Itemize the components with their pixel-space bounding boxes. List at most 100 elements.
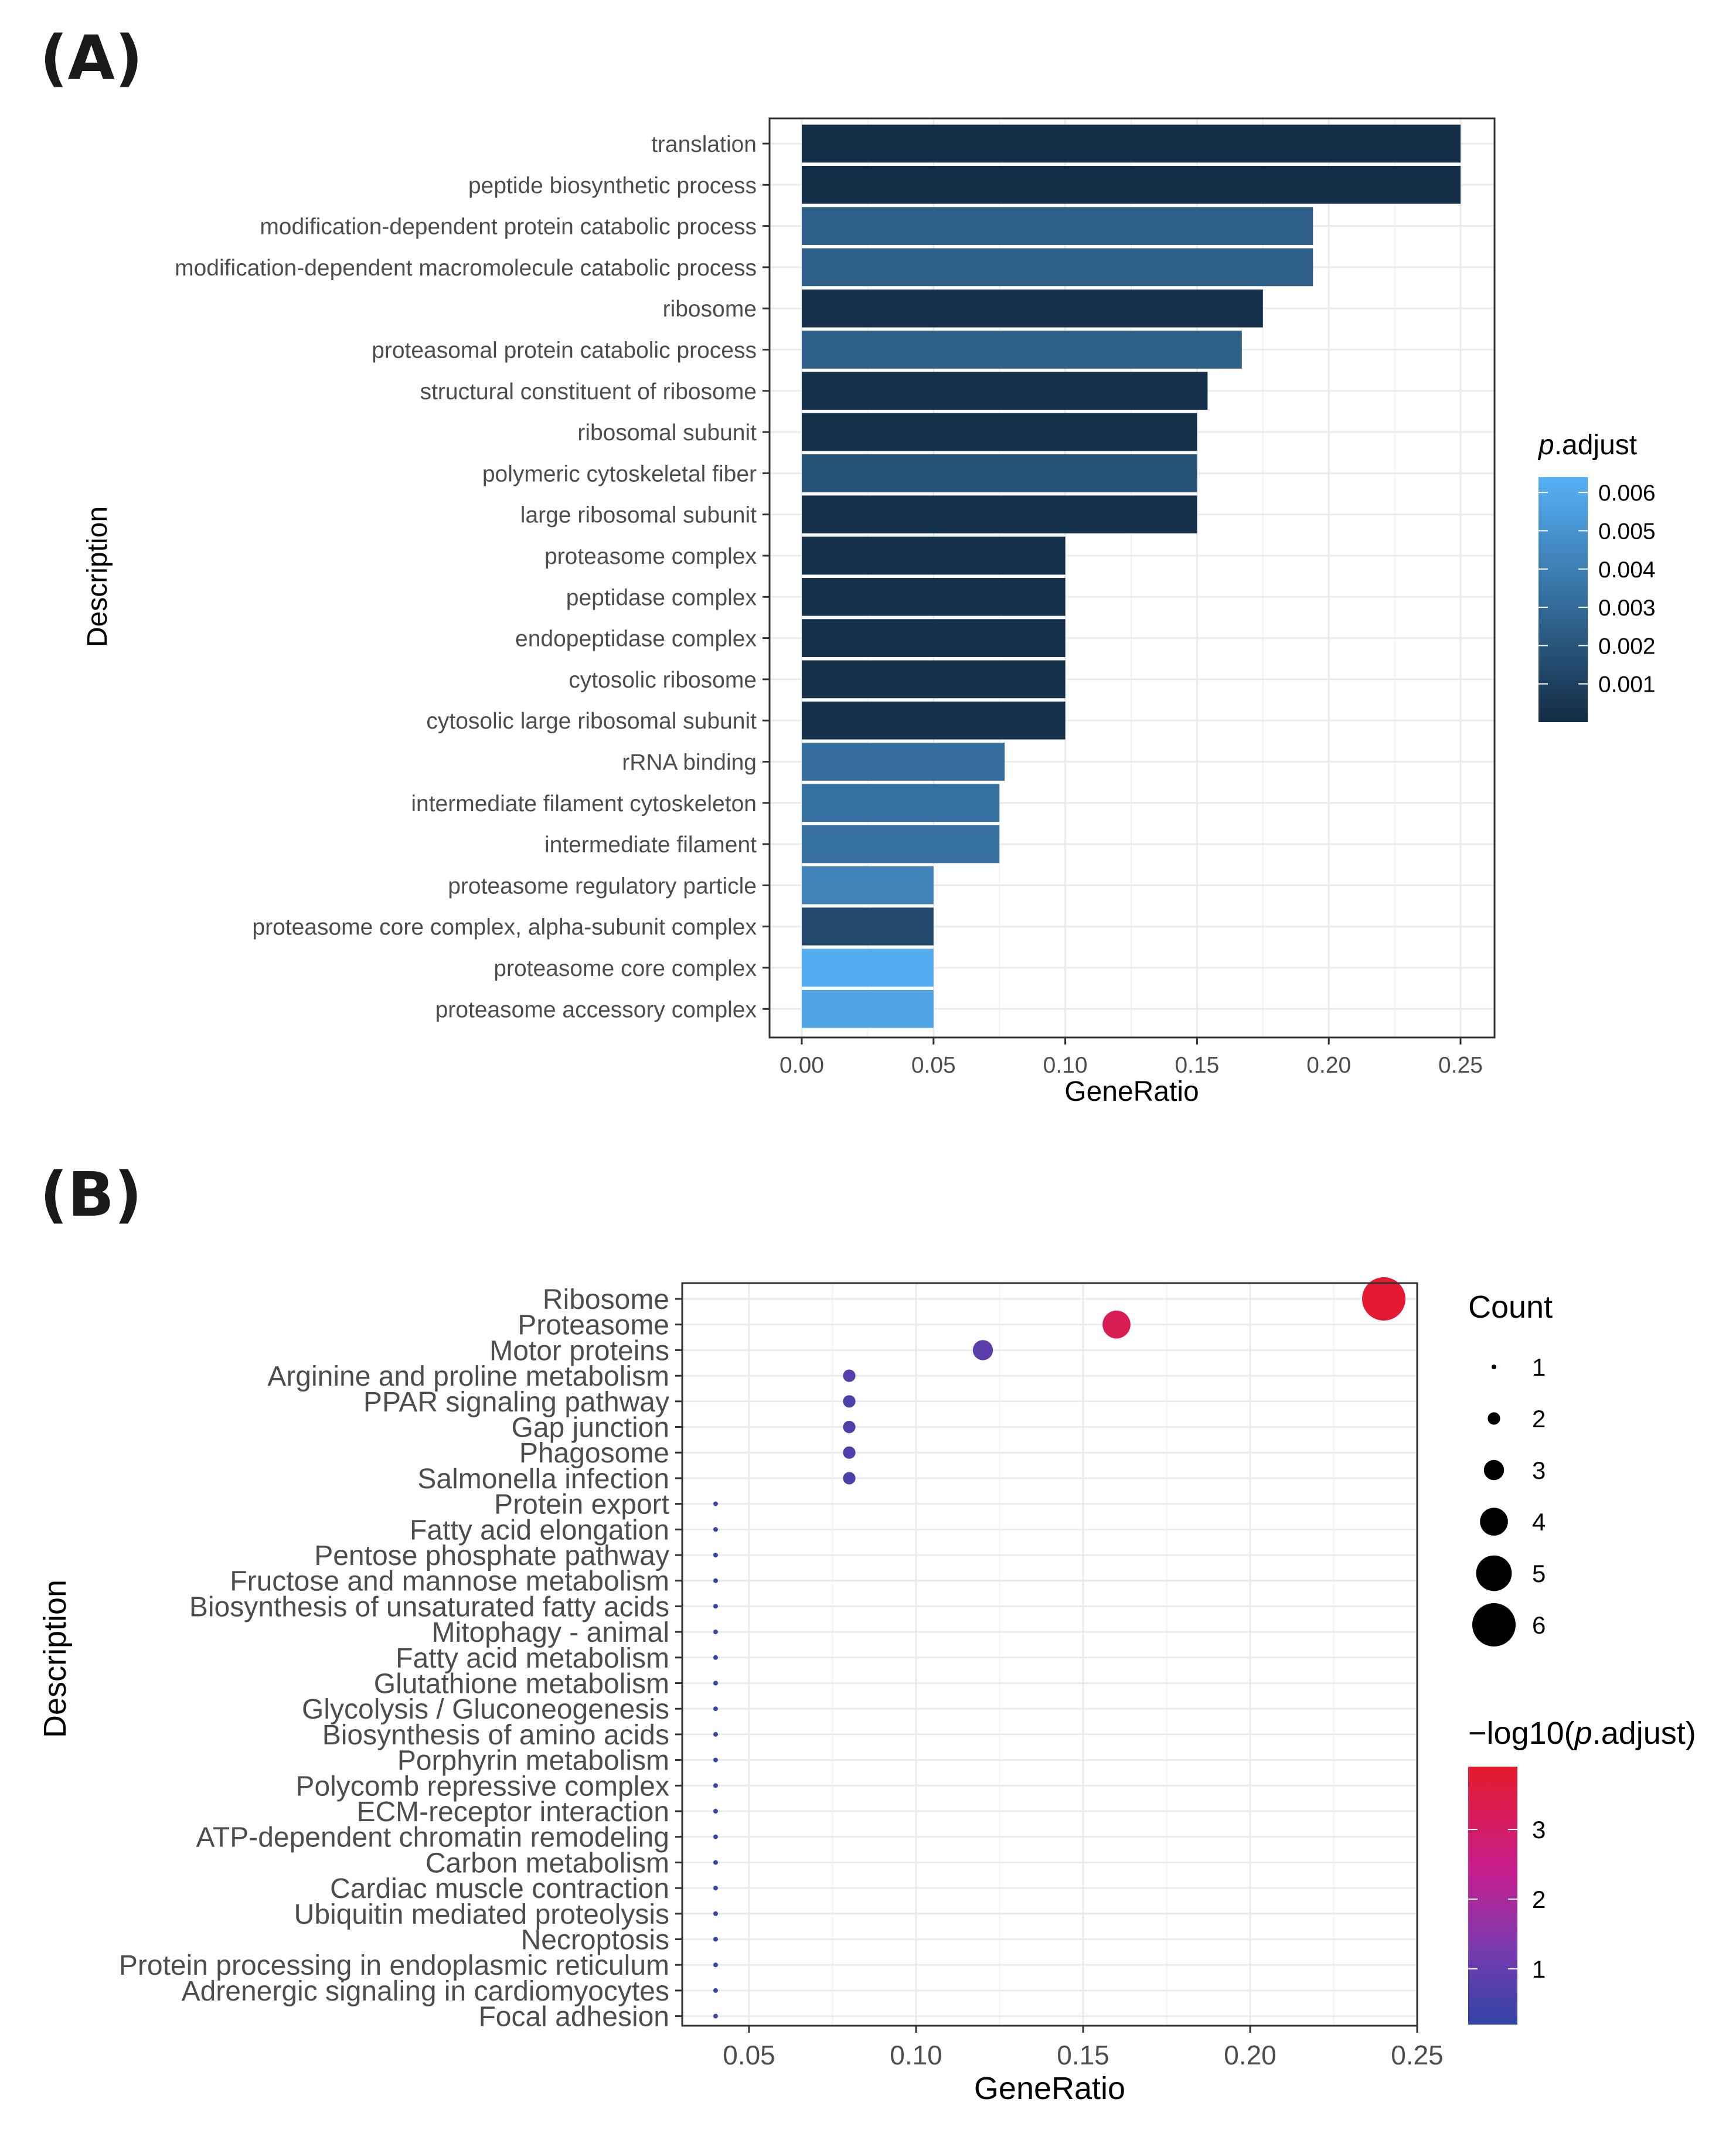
panel-a-category-label: large ribosomal subunit bbox=[520, 503, 757, 528]
panel-a-legend: p.adjust 0.006 0.005 0.004 0.003 0.002 0.001 bbox=[1537, 430, 1656, 722]
panel-b-point bbox=[713, 1988, 718, 1993]
panel-b-category-label: Fructose and mannose metabolism bbox=[230, 1566, 669, 1597]
panel-b-size-legend-items: 1 2 3 4 5 6 bbox=[1472, 1353, 1546, 1646]
panel-b-size-legend-dot bbox=[1487, 1412, 1500, 1425]
panel-a-bar bbox=[802, 372, 1208, 410]
panel-b-category-label: Porphyrin metabolism bbox=[397, 1746, 669, 1777]
panel-b-point bbox=[1362, 1277, 1405, 1321]
panel-b-size-legend-label: 5 bbox=[1532, 1560, 1546, 1587]
panel-b-size-legend-dot bbox=[1476, 1555, 1512, 1591]
panel-b-point bbox=[972, 1340, 993, 1360]
panel-a-bar bbox=[802, 989, 934, 1028]
panel-b-points bbox=[713, 1277, 1405, 2019]
panel-a-bar bbox=[802, 289, 1263, 328]
panel-b-point bbox=[713, 1731, 718, 1737]
panel-a-category-label: peptide biosynthetic process bbox=[468, 173, 757, 198]
panel-b-category-label: Arginine and proline metabolism bbox=[267, 1361, 669, 1392]
panel-b-category-label: Gap junction bbox=[511, 1413, 669, 1444]
panel-a-category-label: proteasome core complex, alpha-subunit c… bbox=[252, 915, 757, 940]
panel-a-x-tick-label: 0.05 bbox=[911, 1053, 956, 1078]
panel-b-color-legend-title-italic: p bbox=[1574, 1716, 1592, 1751]
panel-a-bars bbox=[802, 124, 1461, 1028]
panel-a-legend-title-rest: .adjust bbox=[1554, 430, 1637, 461]
panel-b-point bbox=[713, 1578, 718, 1583]
panel-a-bar bbox=[802, 743, 1005, 781]
panel-b-category-label: Fatty acid metabolism bbox=[396, 1643, 669, 1674]
panel-a-category-label: structural constituent of ribosome bbox=[420, 379, 757, 404]
panel-b-point bbox=[713, 1783, 718, 1788]
panel-a-category-label: intermediate filament bbox=[544, 832, 757, 858]
panel-a-category-label: peptidase complex bbox=[566, 585, 757, 610]
panel-b-point bbox=[843, 1472, 856, 1485]
panel-b-category-label: Polycomb repressive complex bbox=[295, 1771, 669, 1802]
panel-a-x-ticks: 0.00 0.05 0.10 0.15 0.20 0.25 bbox=[780, 1037, 1483, 1078]
panel-b-point bbox=[1102, 1310, 1131, 1339]
panel-a-category-label: proteasomal protein catabolic process bbox=[372, 338, 757, 363]
panel-a-category-label: polymeric cytoskeletal fiber bbox=[482, 461, 757, 487]
panel-b-point bbox=[843, 1420, 856, 1434]
panel-b-category-label: Necroptosis bbox=[521, 1925, 669, 1956]
panel-a-colorbar-tick-label: 0.004 bbox=[1598, 557, 1656, 583]
panel-b-x-tick-label: 0.25 bbox=[1391, 2040, 1444, 2070]
panel-b-color-legend-title-prefix: −log10( bbox=[1468, 1716, 1575, 1751]
panel-b-color-legend: −log10(p.adjust) 3 2 1 bbox=[1468, 1716, 1696, 2025]
panel-b-colorbar-tick-label: 2 bbox=[1532, 1886, 1546, 1913]
panel-b-size-legend-label: 6 bbox=[1532, 1611, 1546, 1639]
panel-b-point bbox=[843, 1446, 856, 1459]
panel-a-y-axis-title: Description bbox=[82, 506, 113, 647]
panel-b-point bbox=[713, 1809, 718, 1814]
panel-b-colorbar-ticks: 3 2 1 bbox=[1468, 1816, 1546, 1983]
panel-b-x-axis-title: GeneRatio bbox=[974, 2071, 1125, 2106]
panel-b-category-label: PPAR signaling pathway bbox=[363, 1387, 669, 1418]
panel-b-colorbar bbox=[1468, 1767, 1517, 2025]
panel-a-bar bbox=[802, 577, 1066, 616]
panel-a-colorbar-tick-label: 0.001 bbox=[1598, 672, 1656, 698]
panel-a-category-label: cytosolic ribosome bbox=[569, 668, 757, 693]
panel-b-x-tick-label: 0.05 bbox=[723, 2040, 775, 2070]
panel-b-size-legend-label: 2 bbox=[1532, 1405, 1546, 1433]
panel-a-category-label: proteasome regulatory particle bbox=[448, 873, 757, 899]
panel-a-bar bbox=[802, 124, 1461, 163]
panel-a-x-tick-label: 0.10 bbox=[1043, 1053, 1088, 1078]
panel-a: (A) translation peptide biosynthetic proc… bbox=[40, 22, 1656, 1107]
panel-b-point bbox=[843, 1395, 856, 1408]
panel-b-category-label: Pentose phosphate pathway bbox=[314, 1540, 669, 1571]
panel-a-bar bbox=[802, 536, 1066, 575]
panel-b-category-label: Glycolysis / Gluconeogenesis bbox=[302, 1694, 669, 1725]
panel-a-bar bbox=[802, 948, 934, 987]
panel-a-category-label: ribosomal subunit bbox=[577, 420, 757, 445]
panel-b-size-legend-dot bbox=[1492, 1365, 1496, 1369]
panel-b-point bbox=[713, 1604, 718, 1609]
panel-b-point bbox=[713, 1962, 718, 1968]
panel-b-point bbox=[713, 1553, 718, 1557]
panel-b-size-legend-label: 4 bbox=[1532, 1508, 1546, 1536]
panel-a-bar bbox=[802, 825, 1000, 863]
panel-a-bar bbox=[802, 413, 1197, 451]
panel-b-category-label: ATP-dependent chromatin remodeling bbox=[196, 1822, 669, 1853]
panel-b-category-label: Salmonella infection bbox=[417, 1464, 669, 1495]
panel-b-point bbox=[713, 2013, 718, 2019]
panel-b-category-label: Biosynthesis of unsaturated fatty acids bbox=[189, 1591, 669, 1622]
panel-b-category-label: Biosynthesis of amino acids bbox=[322, 1720, 669, 1751]
panel-b-point bbox=[713, 1527, 718, 1532]
panel-a-x-tick-label: 0.25 bbox=[1438, 1053, 1483, 1078]
panel-b-colorbar-tick-label: 3 bbox=[1532, 1816, 1546, 1843]
panel-a-x-axis-title: GeneRatio bbox=[1064, 1076, 1199, 1107]
panel-b-size-legend-dot bbox=[1480, 1508, 1508, 1536]
panel-a-category-label: cytosolic large ribosomal subunit bbox=[426, 709, 757, 734]
panel-b-label: (B) bbox=[40, 1159, 142, 1230]
panel-a-legend-title: p.adjust bbox=[1537, 430, 1637, 461]
panel-a-category-label: translation bbox=[651, 132, 757, 157]
panel-b-size-legend-label: 1 bbox=[1532, 1353, 1546, 1381]
panel-b-category-label: Motor proteins bbox=[489, 1335, 669, 1366]
panel-a-bar bbox=[802, 660, 1066, 699]
panel-a-bar bbox=[802, 165, 1461, 204]
panel-b-x-tick-label: 0.10 bbox=[890, 2040, 942, 2070]
panel-b-category-label: Phagosome bbox=[519, 1438, 669, 1469]
panel-b-point bbox=[713, 1886, 718, 1891]
panel-b-size-legend-dot bbox=[1483, 1460, 1504, 1481]
panel-b-category-label: ECM-receptor interaction bbox=[356, 1797, 669, 1828]
panel-a-category-label: endopeptidase complex bbox=[515, 627, 757, 652]
